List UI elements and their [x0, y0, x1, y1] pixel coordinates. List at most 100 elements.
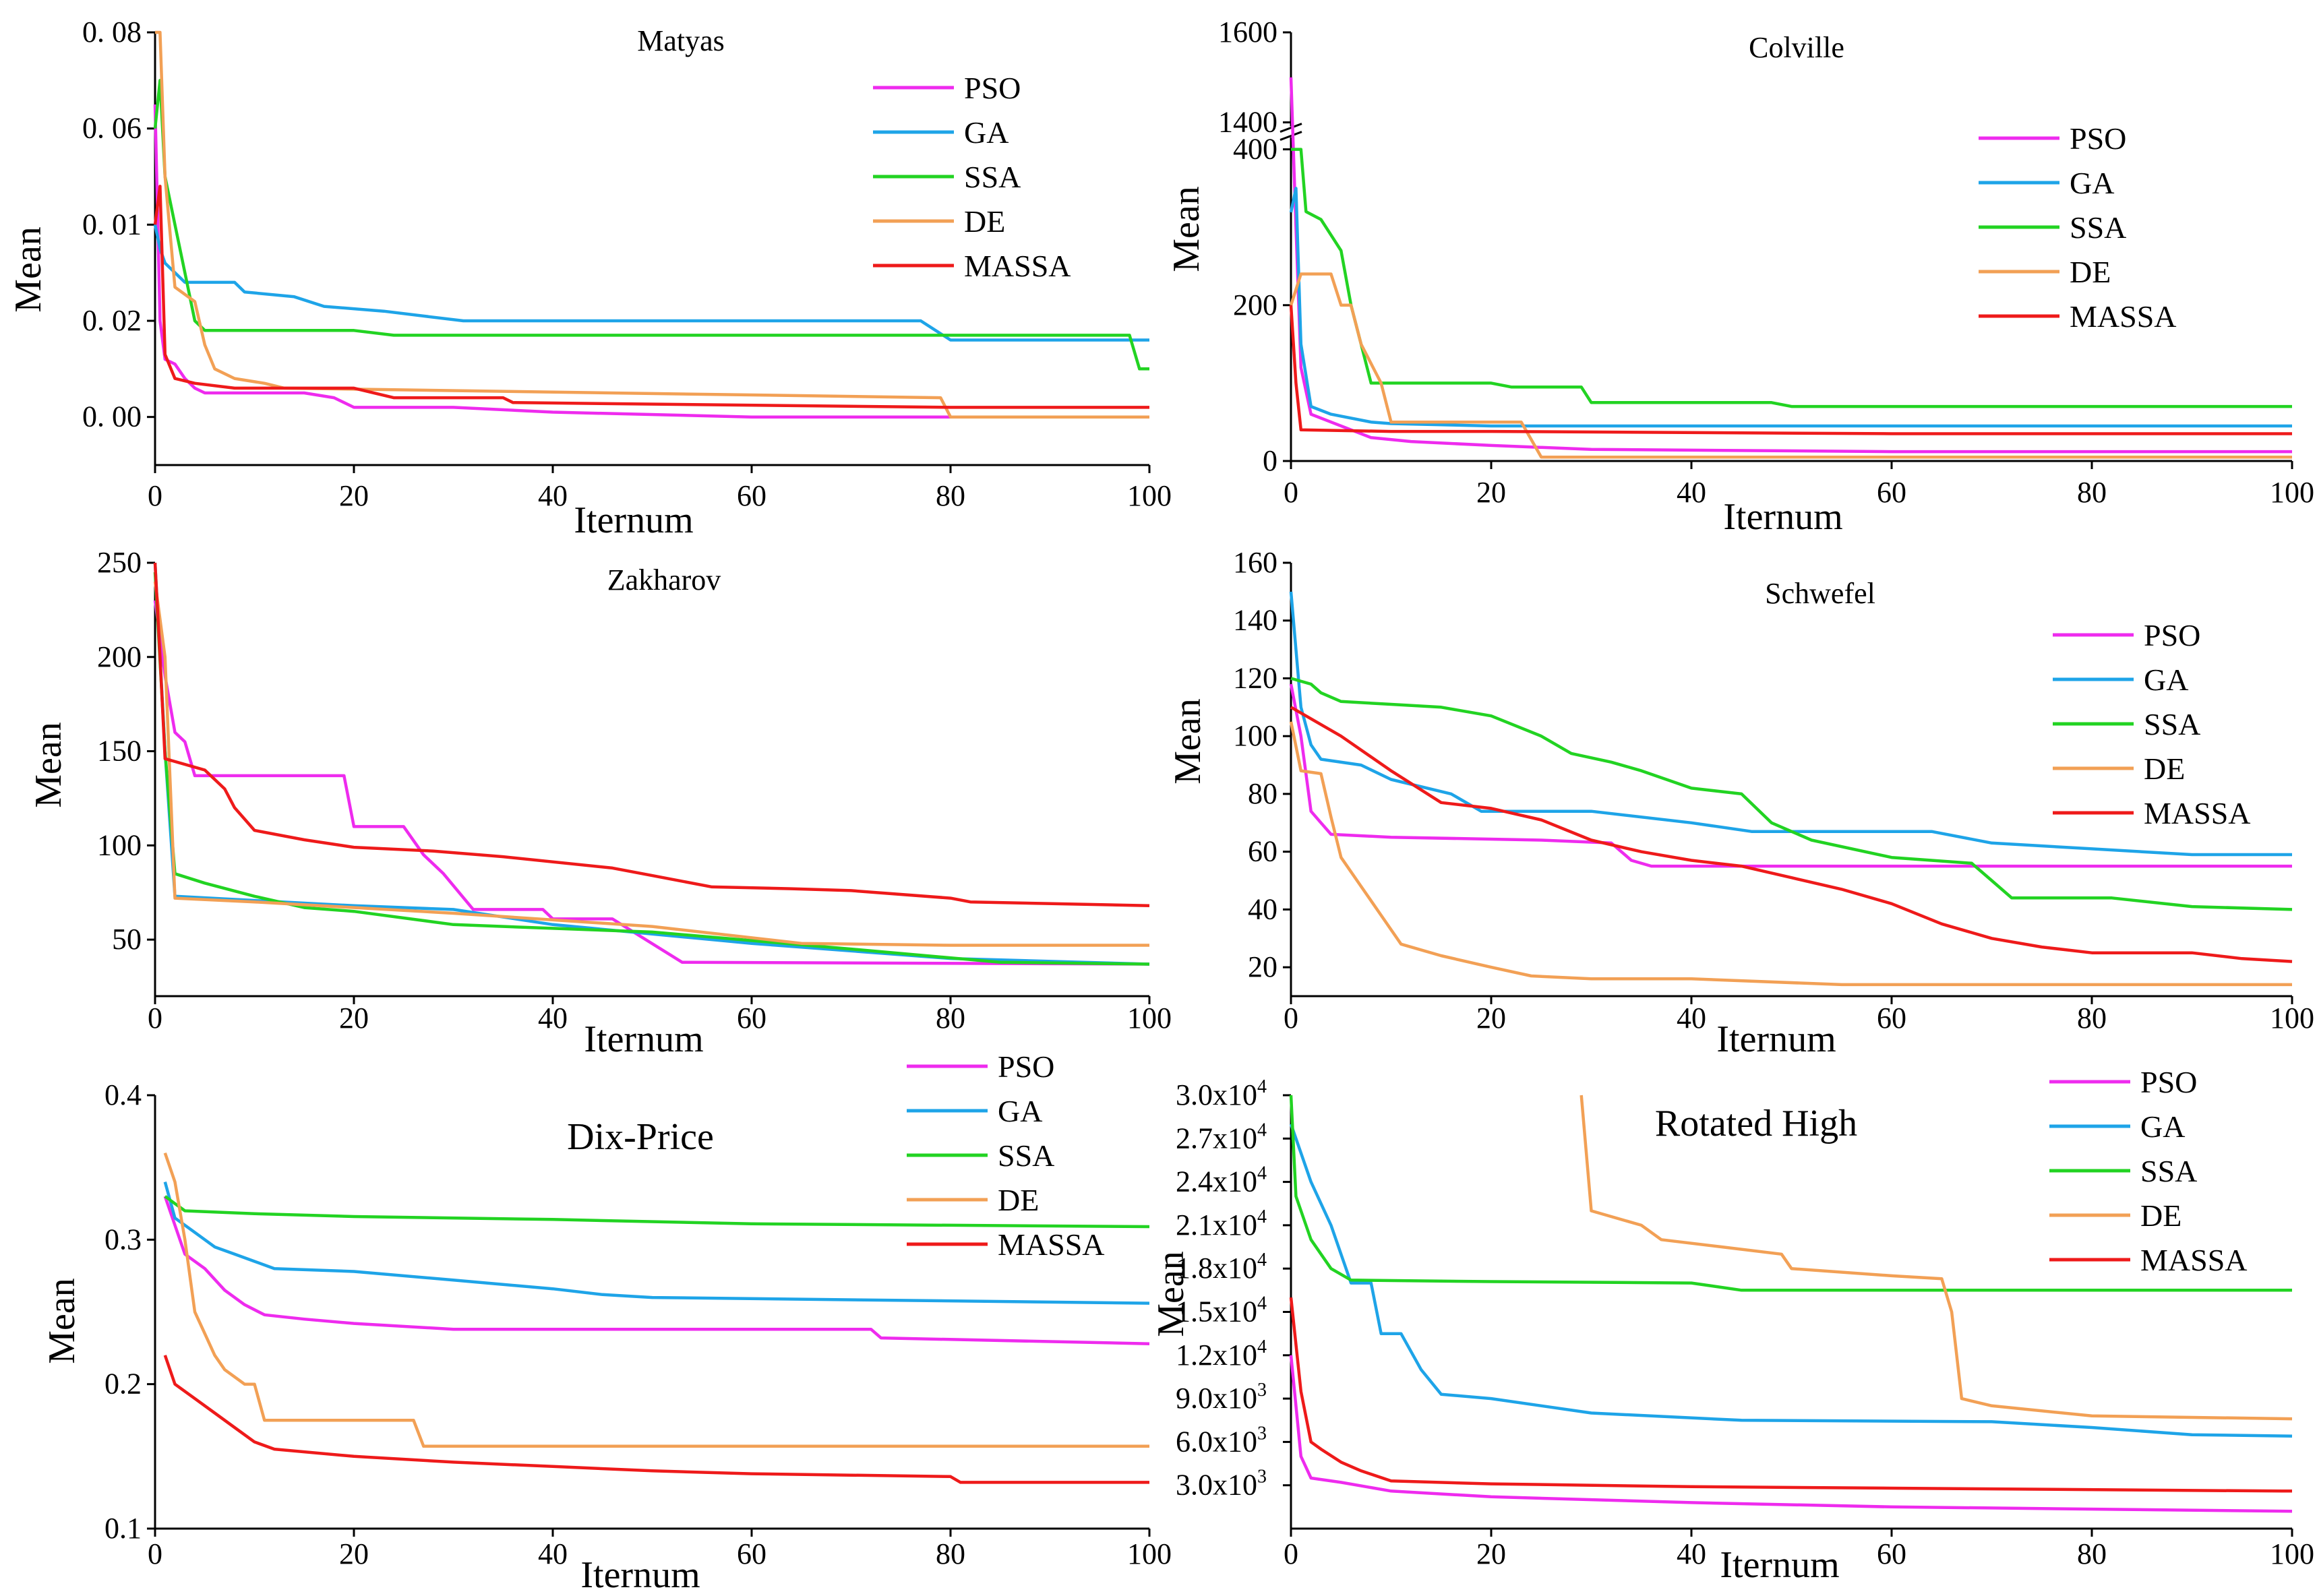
series-line-massa — [1289, 305, 2292, 435]
legend-label-ga: GA — [2070, 166, 2114, 200]
y-axis-label: Mean — [41, 1278, 83, 1364]
chart-dix-price: 0 20 40 60 80 100 0.1 0.2 0.3 0.4 Dix-Price Mean Ite… — [41, 1049, 1172, 1596]
x-axis-label: Iternum — [1716, 1018, 1836, 1060]
y-tick-label: 250 — [97, 546, 142, 579]
y-tick-label: 200 — [1233, 288, 1277, 321]
y-tick-label: 1400 — [1218, 106, 1277, 139]
chart-schwefel: 0 20 40 60 80 10020406080100120140160Schwefel… — [1167, 546, 2314, 1060]
series-line-de — [153, 581, 1149, 947]
y-tick-label: 200 — [97, 640, 142, 673]
y-tick-label: 3.0x103 — [1176, 1467, 1267, 1502]
y-tick-label: 120 — [1233, 661, 1277, 694]
series-line-pso — [1289, 1355, 2293, 1513]
x-tick-label: 40 — [538, 479, 568, 512]
legend-label-de: DE — [2140, 1198, 2181, 1233]
series-line-ssa — [1291, 148, 2292, 408]
chart-title: Rotated High — [1655, 1103, 1857, 1144]
y-axis-label: Mean — [28, 722, 69, 808]
x-tick-label: 20 — [1476, 476, 1506, 509]
chart-title: Zakharov — [607, 563, 721, 596]
x-tick-label: 40 — [1677, 1002, 1706, 1035]
y-tick-label: 0. 08 — [82, 16, 142, 49]
series-line-de — [1579, 1095, 2293, 1421]
x-tick-label: 80 — [936, 1537, 965, 1570]
chart-title: Colville — [1749, 31, 1844, 64]
x-tick-label: 0 — [148, 1002, 162, 1035]
series-line-massa — [1289, 1297, 2292, 1493]
x-axis-label: Iternum — [1720, 1544, 1839, 1586]
series-line-pso — [1289, 683, 2292, 868]
legend-label-pso: PSO — [2140, 1065, 2197, 1099]
x-tick-label: 40 — [1677, 476, 1706, 509]
legend-label-ssa: SSA — [964, 160, 1021, 194]
y-tick-label: 2.4x104 — [1176, 1163, 1267, 1198]
y-tick-label: 0 — [1263, 444, 1277, 477]
y-tick-label: 100 — [97, 828, 142, 861]
x-tick-label: 100 — [1127, 1002, 1172, 1035]
legend-label-massa: MASSA — [964, 249, 1071, 283]
y-tick-label: 1.8x104 — [1176, 1250, 1267, 1285]
x-tick-label: 100 — [1127, 1537, 1172, 1570]
x-tick-label: 100 — [1127, 479, 1172, 512]
series-line-ga — [1289, 187, 2292, 428]
legend-label-ga: GA — [964, 115, 1009, 150]
x-tick-label: 20 — [339, 1537, 369, 1570]
axis-break-mark — [1280, 131, 1302, 141]
y-tick-label: 140 — [1233, 604, 1277, 637]
series-line-de — [163, 1152, 1149, 1448]
legend-label-de: DE — [964, 204, 1005, 239]
legend-label-pso: PSO — [964, 71, 1021, 105]
x-tick-label: 60 — [737, 1002, 766, 1035]
series-line-massa — [153, 185, 1149, 409]
x-tick-label: 20 — [1476, 1537, 1506, 1570]
series-line-ssa — [1289, 1095, 2292, 1292]
y-axis-label: Mean — [7, 226, 49, 313]
y-axis-label: Mean — [1150, 1251, 1192, 1337]
y-tick-label: 0. 06 — [82, 112, 142, 145]
x-tick-label: 100 — [2270, 1002, 2314, 1035]
legend-label-pso: PSO — [998, 1049, 1054, 1084]
x-tick-label: 80 — [2077, 1002, 2107, 1035]
y-tick-label: 80 — [1248, 777, 1277, 810]
x-tick-label: 60 — [737, 1537, 766, 1570]
y-tick-label: 1.2x104 — [1176, 1337, 1267, 1372]
y-tick-label: 0.4 — [104, 1078, 142, 1111]
series-line-de — [155, 30, 1149, 419]
y-tick-label: 0.3 — [104, 1223, 142, 1256]
chart-title: Schwefel — [1765, 577, 1875, 610]
axis-break-mark — [1280, 123, 1302, 133]
y-tick-label: 2.7x104 — [1176, 1119, 1267, 1155]
legend-label-pso: PSO — [2144, 618, 2200, 652]
x-tick-label: 20 — [339, 1002, 369, 1035]
series-line-pso — [153, 600, 1150, 966]
x-tick-label: 40 — [538, 1002, 568, 1035]
series-line-ssa — [164, 1195, 1150, 1229]
y-tick-label: 9.0x103 — [1176, 1380, 1267, 1415]
x-tick-label: 100 — [2270, 1537, 2314, 1570]
x-tick-label: 20 — [1476, 1002, 1506, 1035]
x-tick-label: 60 — [1877, 1537, 1906, 1570]
legend-label-ssa: SSA — [2070, 210, 2126, 245]
x-tick-label: 0 — [148, 1537, 162, 1570]
x-tick-label: 60 — [1877, 1002, 1906, 1035]
x-tick-label: 80 — [2077, 476, 2107, 509]
legend: PSO GA SSA DE MASSA — [1979, 121, 2177, 334]
x-tick-label: 60 — [737, 479, 766, 512]
x-tick-label: 20 — [339, 479, 369, 512]
x-tick-label: 0 — [1284, 476, 1298, 509]
y-tick-label: 3.0x104 — [1176, 1076, 1267, 1111]
y-tick-label: 2.1x104 — [1176, 1206, 1267, 1241]
x-tick-label: 60 — [1877, 476, 1906, 509]
legend: PSO GA SSA DE MASSA — [2053, 618, 2251, 830]
x-axis-label: Iternum — [580, 1554, 700, 1596]
y-tick-label: 1.5x104 — [1176, 1293, 1267, 1328]
y-tick-label: 60 — [1248, 835, 1277, 868]
legend-label-ga: GA — [998, 1094, 1042, 1128]
y-axis-label: Mean — [1167, 698, 1209, 785]
y-tick-label: 0. 00 — [82, 400, 142, 433]
series-line-ga — [153, 224, 1149, 342]
legend-label-ssa: SSA — [2140, 1154, 2197, 1188]
y-tick-label: 1600 — [1218, 16, 1277, 49]
